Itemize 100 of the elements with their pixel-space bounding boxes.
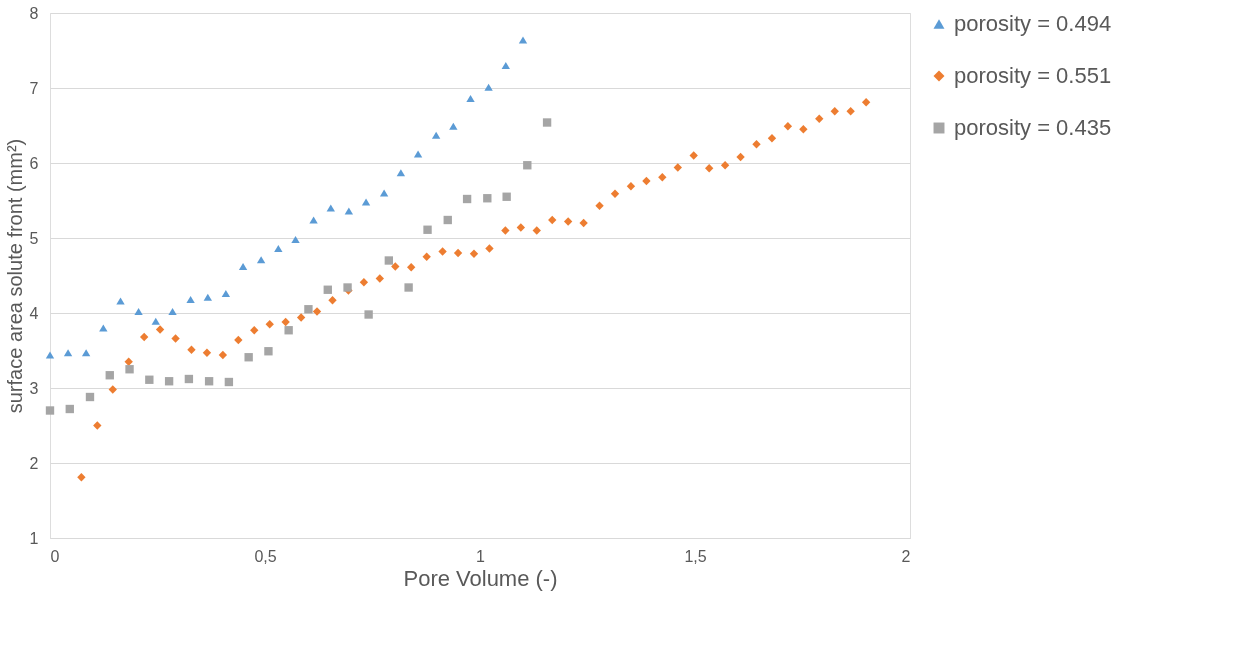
point bbox=[238, 262, 248, 271]
point bbox=[328, 296, 337, 305]
point bbox=[532, 226, 541, 235]
point bbox=[124, 357, 133, 366]
point bbox=[413, 150, 423, 158]
point bbox=[736, 152, 745, 162]
point bbox=[312, 307, 322, 316]
point bbox=[139, 332, 149, 342]
point bbox=[384, 256, 394, 265]
point bbox=[449, 122, 458, 130]
point bbox=[861, 98, 871, 107]
point bbox=[484, 83, 493, 91]
point bbox=[767, 134, 777, 143]
point bbox=[501, 61, 510, 70]
point bbox=[344, 207, 354, 215]
point bbox=[108, 385, 117, 394]
point bbox=[563, 217, 573, 226]
point bbox=[151, 317, 160, 325]
point bbox=[85, 392, 95, 402]
point bbox=[783, 122, 793, 131]
x-tick-label: 0,5 bbox=[254, 547, 277, 565]
x-tick-label: 0 bbox=[50, 547, 60, 565]
point bbox=[234, 335, 243, 345]
point bbox=[422, 252, 431, 261]
point bbox=[705, 164, 714, 173]
point bbox=[105, 371, 114, 380]
point bbox=[203, 293, 212, 301]
point bbox=[689, 151, 698, 160]
point bbox=[187, 345, 196, 354]
y-tick-label: 1 bbox=[29, 529, 39, 547]
point bbox=[462, 194, 472, 204]
point bbox=[304, 305, 313, 314]
point bbox=[610, 189, 620, 198]
point bbox=[93, 421, 102, 430]
point bbox=[361, 198, 371, 206]
point bbox=[45, 406, 55, 415]
y-tick-label: 6 bbox=[29, 154, 39, 172]
point bbox=[815, 114, 824, 123]
point bbox=[155, 325, 165, 334]
legend-label: porosity = 0.494 bbox=[954, 11, 1112, 36]
point bbox=[65, 404, 74, 414]
point bbox=[485, 244, 494, 253]
point bbox=[391, 262, 400, 271]
point bbox=[423, 225, 432, 234]
point bbox=[202, 348, 212, 357]
point bbox=[483, 194, 492, 203]
y-tick-label: 7 bbox=[29, 79, 39, 97]
point bbox=[171, 334, 180, 343]
y-axis-title: surface area solute front (mm²) bbox=[3, 138, 26, 414]
point bbox=[542, 118, 552, 127]
point bbox=[438, 247, 447, 256]
point bbox=[281, 317, 290, 327]
point bbox=[523, 161, 532, 170]
point bbox=[502, 192, 511, 201]
point bbox=[309, 216, 318, 224]
point bbox=[720, 161, 730, 170]
point bbox=[134, 307, 143, 316]
point bbox=[501, 226, 510, 235]
point bbox=[364, 310, 373, 319]
point bbox=[323, 285, 332, 294]
point bbox=[291, 235, 300, 244]
point bbox=[250, 326, 259, 335]
point bbox=[218, 350, 228, 360]
point bbox=[244, 353, 253, 362]
y-tick-label: 3 bbox=[29, 379, 39, 397]
legend-label: porosity = 0.551 bbox=[954, 63, 1112, 88]
point bbox=[548, 215, 557, 225]
point bbox=[752, 140, 761, 149]
y-tick-label: 5 bbox=[29, 229, 39, 247]
point bbox=[125, 365, 134, 374]
point bbox=[642, 176, 651, 186]
point bbox=[518, 36, 528, 44]
point bbox=[466, 94, 475, 103]
x-tick-label: 2 bbox=[901, 547, 911, 565]
point bbox=[626, 182, 636, 191]
legend-label: porosity = 0.435 bbox=[954, 115, 1112, 140]
point bbox=[77, 473, 86, 482]
point bbox=[375, 274, 384, 283]
point bbox=[265, 320, 274, 329]
point bbox=[516, 223, 526, 232]
point bbox=[658, 173, 667, 182]
point bbox=[164, 377, 174, 386]
point bbox=[326, 204, 335, 212]
point bbox=[595, 201, 604, 210]
point bbox=[99, 324, 108, 332]
point bbox=[846, 107, 855, 116]
y-tick-label: 8 bbox=[29, 4, 39, 22]
point bbox=[379, 189, 389, 197]
point bbox=[830, 107, 839, 116]
point bbox=[274, 244, 283, 253]
point bbox=[256, 256, 266, 264]
point bbox=[63, 349, 73, 357]
point bbox=[284, 326, 293, 335]
point bbox=[359, 278, 369, 287]
point bbox=[116, 297, 125, 305]
point bbox=[221, 289, 231, 298]
y-tick-label: 2 bbox=[29, 454, 39, 472]
point bbox=[443, 215, 452, 225]
point bbox=[204, 377, 214, 386]
point bbox=[407, 263, 416, 272]
